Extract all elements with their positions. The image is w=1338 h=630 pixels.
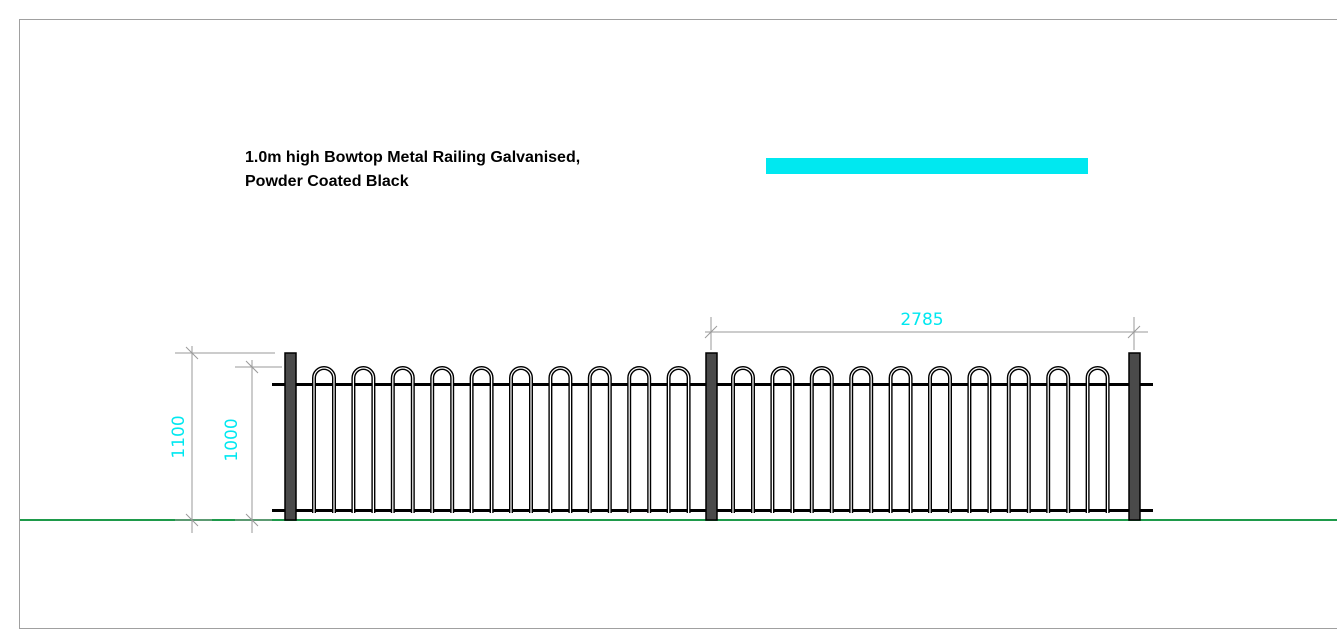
overall-height-tick-top (185, 346, 199, 360)
bow-picket (770, 366, 795, 513)
bow-picket-highlight (732, 367, 754, 513)
panel-width-tick-left (704, 325, 718, 339)
bow-picket (509, 366, 533, 513)
bow-picket (390, 366, 415, 513)
panel-width-dimension: 2785 (900, 310, 943, 330)
bow-picket-highlight (510, 367, 532, 513)
bow-picket-highlight (890, 367, 912, 513)
bow-picket-highlight (431, 367, 453, 513)
bow-picket (1006, 366, 1031, 513)
bow-picket-highlight (471, 367, 493, 513)
title-line-2: Powder Coated Black (245, 173, 409, 190)
bow-picket-highlight (313, 367, 335, 513)
bow-picket (587, 366, 612, 513)
bow-picket (809, 366, 834, 513)
bow-picket-highlight (352, 367, 374, 513)
railing-height-tick-top (245, 360, 259, 374)
bow-picket-highlight (549, 367, 571, 513)
bow-picket (627, 366, 652, 513)
overall-height-dimension: 1100 (169, 415, 189, 458)
bow-picket (1046, 366, 1071, 513)
bow-picket (731, 366, 755, 513)
bow-picket (548, 366, 573, 513)
post-middle (705, 352, 718, 521)
bow-picket (888, 366, 913, 513)
bowtop-railing (272, 352, 1153, 521)
bow-picket-highlight (771, 367, 793, 513)
railing-height-tick-bottom (245, 513, 259, 527)
bow-picket-highlight (1047, 367, 1069, 513)
bow-picket-highlight (392, 367, 414, 513)
bow-picket-highlight (968, 367, 990, 513)
bow-picket-highlight (1087, 367, 1109, 513)
bow-picket-highlight (811, 367, 833, 513)
railing-height-dimension: 1000 (222, 418, 242, 461)
panel-width-tick-right (1127, 325, 1141, 339)
bow-picket-highlight (929, 367, 951, 513)
dimension-lines (175, 317, 1148, 533)
bow-picket (849, 366, 874, 513)
bow-picket-highlight (850, 367, 872, 513)
post-left (284, 352, 297, 521)
bow-picket (312, 366, 336, 513)
bow-picket (967, 366, 992, 513)
title-line-1: 1.0m high Bowtop Metal Railing Galvanise… (245, 149, 581, 166)
drawing-frame (19, 19, 1337, 629)
bow-picket (1085, 366, 1110, 513)
drawing-title: 1.0m high Bowtop Metal Railing Galvanise… (245, 146, 580, 194)
bow-picket-highlight (668, 367, 690, 513)
bow-picket-highlight (628, 367, 650, 513)
bow-picket (666, 366, 691, 513)
bow-picket (351, 366, 376, 513)
overall-height-tick-bottom (185, 513, 199, 527)
bow-picket (469, 366, 494, 513)
bow-picket (928, 366, 952, 513)
post-right (1128, 352, 1141, 521)
bow-picket-highlight (589, 367, 611, 513)
legend-color-swatch (766, 158, 1088, 174)
bow-picket (430, 366, 455, 513)
bow-picket-highlight (1008, 367, 1030, 513)
